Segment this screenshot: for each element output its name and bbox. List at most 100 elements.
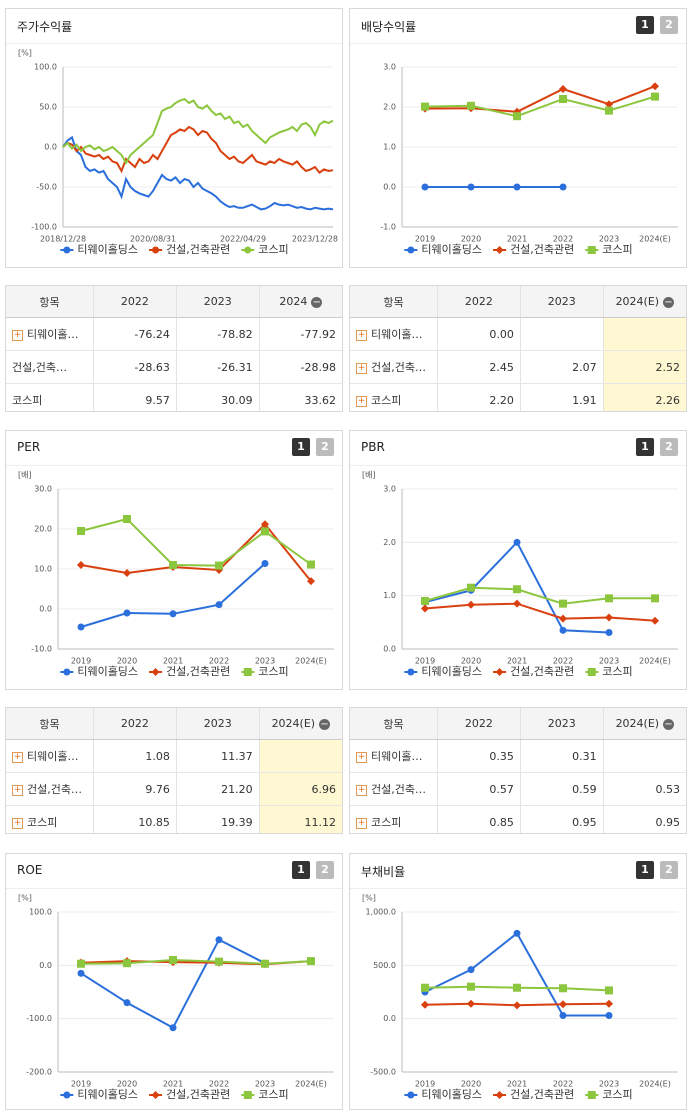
table-row: 건설,건축… -28.63 -26.31 -28.98 [6,350,342,384]
expand-icon[interactable]: + [356,329,367,341]
legend-label: 코스피 [602,243,632,256]
table-row: + 코스피 2.20 1.91 2.26 [350,383,686,411]
table-cell: 0.53 [603,772,686,806]
point [421,597,429,605]
cell-text: 2.45 [489,360,514,374]
page-button[interactable]: 2 [316,438,334,456]
header-cell: 2022 [93,286,177,318]
series-line [424,602,656,622]
x-tick-label: 2022 [553,1080,573,1089]
page-button[interactable]: 2 [660,16,678,34]
table-row: 코스피 9.57 30.09 33.62 [6,383,342,411]
expand-icon[interactable]: + [356,362,367,374]
x-tick-label: 2022 [553,657,573,666]
expand-icon[interactable]: + [12,329,23,341]
expand-icon[interactable]: + [356,395,367,407]
page-button[interactable]: 1 [636,861,654,879]
expand-icon[interactable]: + [12,751,23,763]
legend-marker [495,246,504,254]
panel-title: PBR [361,440,385,454]
series-line [62,97,334,166]
cell-text: 티웨이홀… [371,750,423,763]
table-row: + 코스피 10.85 19.39 11.12 [6,805,342,833]
point [307,957,315,966]
header-cell: 항목 [6,286,94,318]
cell-text: 11.12 [304,815,337,829]
panel-title: 부채비율 [361,865,406,879]
cell-text: 0.57 [489,782,514,796]
point [513,599,521,608]
expand-icon[interactable]: + [356,817,367,829]
point [261,560,269,568]
table-cell: 33.62 [259,383,342,411]
expand-icon[interactable]: + [12,817,23,829]
table-cell: 2.52 [603,350,686,384]
expand-icon[interactable]: + [356,751,367,763]
page-button[interactable]: 1 [636,438,654,456]
x-tick-label: 2019 [71,1080,91,1089]
point [513,585,521,594]
table-row: + 건설,건축… 0.57 0.59 0.53 [350,772,686,806]
point [77,623,85,631]
point [467,583,475,592]
expand-icon[interactable]: + [12,784,23,796]
point [605,613,613,622]
y-tick-label: 100.0 [29,908,52,917]
x-tick-label: 2019 [415,235,435,244]
cell-text: -78.82 [217,327,253,341]
page-button[interactable]: 2 [660,861,678,879]
point [513,183,521,191]
point [467,999,475,1008]
page-button[interactable]: 2 [660,438,678,456]
legend-marker [587,668,596,676]
point [123,515,131,523]
plot: -1.0 0.0 1.0 2.0 3.0 2019 2020 2021 2022 2023 2024… [380,63,678,256]
cell-text: 6.96 [311,782,337,796]
legend-marker [243,668,252,676]
header-cell: 2023 [176,286,260,318]
page-button[interactable]: 1 [636,16,654,34]
point [651,594,659,603]
point [651,92,659,101]
expand-icon[interactable]: + [356,784,367,796]
cell-text: 1.08 [145,749,170,763]
chart-panel: 배당수익률 1 2 -1.0 0.0 1.0 2.0 3.0 2019 2020 2021 2022 2… [349,8,687,268]
y-tick-label: 3.0 [383,485,396,494]
page-button[interactable]: 1 [292,438,310,456]
series-line [62,135,334,211]
legend-marker [407,1091,415,1099]
y-tick-label: -200.0 [26,1068,52,1077]
cell-text: 1.91 [572,393,597,407]
collapse-icon[interactable]: − [663,718,675,730]
point [169,956,177,964]
header-cell: 2022 [93,708,177,740]
legend-label: 건설,건축관련 [166,243,230,256]
point [467,101,475,110]
point [559,1000,567,1009]
cell-text: 코스피 [371,816,402,829]
y-tick-label: 1.0 [383,143,396,152]
header-cell: 2023 [520,708,604,740]
table-cell: 6.96 [259,772,342,806]
collapse-icon[interactable]: − [311,296,323,308]
y-tick-label: -100.0 [26,1014,52,1023]
x-tick-label: 2022 [553,235,573,244]
x-tick-label: 2021 [163,1080,183,1089]
y-tick-label: 3.0 [383,63,396,72]
series-line [80,938,266,1030]
y-tick-label: 2.0 [383,103,396,112]
table-cell: 2.20 [437,383,521,411]
legend-marker [151,668,160,676]
table-cell: -26.31 [176,350,260,384]
page-button[interactable]: 1 [292,861,310,879]
page-button[interactable]: 2 [316,861,334,879]
header-text: 2022 [464,717,493,730]
point [467,982,475,991]
header-text: 2023 [203,717,232,730]
cell-text: 2.20 [489,393,514,407]
legend-label: 코스피 [258,665,288,678]
collapse-icon[interactable]: − [319,718,331,730]
table-cell: 2.45 [437,350,521,384]
point [261,527,269,536]
collapse-icon[interactable]: − [663,296,675,308]
